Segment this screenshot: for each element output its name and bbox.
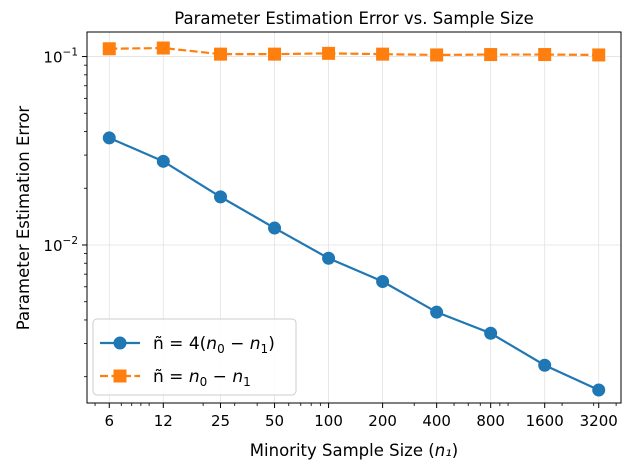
x-tick-label: 800	[476, 412, 505, 430]
legend: ñ = 4(n0 − n1) ñ = n0 − n1	[92, 318, 297, 396]
x-tick-label: 12	[154, 412, 173, 430]
x-tick-label: 50	[265, 412, 284, 430]
y-tick-labels: 10−1 10−2	[43, 47, 78, 255]
data-point	[156, 41, 170, 55]
x-tick-label: 200	[368, 412, 397, 430]
plot-frame	[86, 31, 622, 404]
major-ticks	[82, 56, 600, 408]
data-point	[376, 47, 390, 61]
data-point	[538, 358, 552, 372]
data-point	[322, 251, 336, 265]
data-point	[268, 221, 282, 235]
x-tick-label: 400	[422, 412, 451, 430]
data-point	[102, 42, 116, 56]
data-point	[430, 305, 444, 319]
data-point	[592, 48, 606, 62]
data-point	[430, 48, 444, 62]
series-line	[109, 46, 599, 57]
x-tick-label: 6	[104, 412, 114, 430]
x-axis-label-math: n₁	[435, 441, 452, 460]
x-axis-label: Minority Sample Size (n₁)	[250, 441, 458, 460]
data-point	[268, 47, 282, 61]
data-point	[538, 48, 552, 62]
data-point	[322, 46, 336, 60]
chart-title: Parameter Estimation Error vs. Sample Si…	[174, 9, 534, 28]
data-point	[376, 275, 390, 289]
legend-marker	[113, 336, 127, 350]
data-point	[102, 131, 116, 145]
legend-box	[92, 318, 297, 396]
x-tick-label: 100	[314, 412, 343, 430]
data-point	[214, 47, 228, 61]
x-tick-label: 25	[211, 412, 230, 430]
data-point	[484, 48, 498, 62]
x-tick-label: 1600	[526, 412, 564, 430]
x-tick-labels: 6 12 25 50 100 200 400 800 1600 3200	[104, 412, 617, 430]
data-point	[214, 190, 228, 204]
data-point	[156, 154, 170, 168]
y-tick-label: 10−1	[43, 47, 78, 67]
series-2	[102, 41, 606, 62]
x-tick-label: 3200	[580, 412, 618, 430]
data-point	[592, 383, 606, 397]
grid-lines	[87, 32, 621, 403]
y-axis-label: Parameter Estimation Error	[14, 106, 33, 331]
y-tick-label: 10−2	[43, 235, 78, 255]
legend-label: ñ = 4(n0 − n1)	[153, 334, 275, 356]
legend-marker	[113, 369, 127, 383]
series-1	[102, 131, 606, 397]
data-point	[484, 326, 498, 340]
series-lines	[102, 41, 606, 397]
series-line	[108, 136, 600, 391]
legend-label: ñ = n0 − n1	[153, 367, 251, 389]
